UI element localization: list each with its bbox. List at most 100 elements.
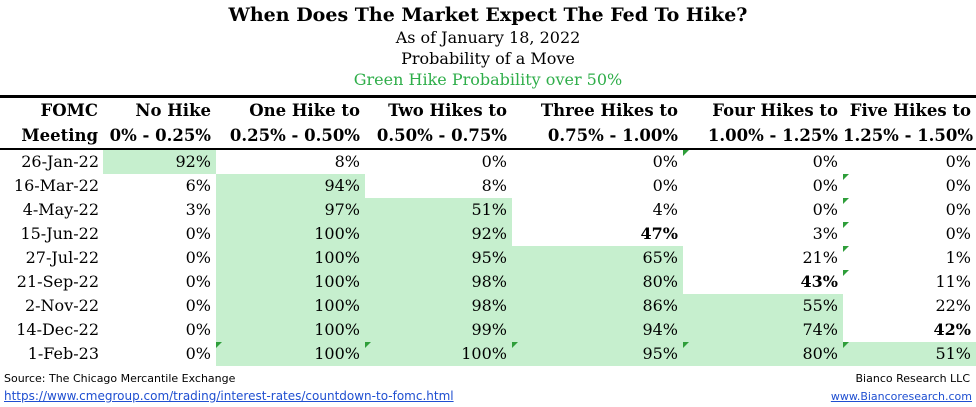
meeting-date: 16-Mar-22	[13, 176, 99, 195]
probability-cell: 22%	[935, 296, 971, 315]
column-range-6: 1.25% - 1.50%	[843, 123, 976, 150]
probability-cell: 100%	[216, 270, 365, 294]
probability-cell: 8%	[481, 176, 507, 195]
column-range-1: 0% - 0.25%	[103, 123, 216, 150]
probability-cell: 4%	[652, 200, 678, 219]
probability-cell: 94%	[216, 174, 365, 198]
probability-cell: 100%	[365, 342, 512, 366]
source-link[interactable]: https://www.cmegroup.com/trading/interes…	[4, 389, 454, 403]
probability-cell: 0%	[481, 152, 507, 171]
probability-cell: 0%	[945, 152, 971, 171]
probability-cell: 98%	[365, 294, 512, 318]
probability-cell: 43%	[800, 272, 838, 291]
meeting-date: 4-May-22	[22, 200, 99, 219]
table-top-rule	[0, 95, 976, 98]
probability-cell: 0%	[812, 200, 838, 219]
probability-cell: 100%	[216, 222, 365, 246]
probability-cell: 99%	[365, 318, 512, 342]
probability-cell: 0%	[683, 149, 843, 174]
column-range-3: 0.50% - 0.75%	[365, 123, 512, 150]
meeting-date: 1-Feb-23	[27, 344, 99, 363]
column-header-5: Four Hikes to	[712, 101, 838, 120]
chart-subtitle: Probability of a Move	[401, 49, 575, 68]
title-block: When Does The Market Expect The Fed To H…	[0, 0, 976, 90]
probability-cell: 11%	[843, 270, 976, 294]
column-range-5: 1.00% - 1.25%	[683, 123, 843, 150]
probability-cell: 0%	[812, 176, 838, 195]
column-header-1: No Hike	[135, 101, 211, 120]
meeting-date: 15-Jun-22	[20, 224, 99, 243]
table-row: 2-Nov-22 0% 100% 98% 86% 55% 22%	[0, 294, 976, 318]
column-header-0: FOMC	[40, 101, 98, 120]
table-row: 27-Jul-22 0% 100% 95% 65% 21% 1%	[0, 246, 976, 270]
probability-cell: 0%	[843, 198, 976, 222]
probability-cell: 3%	[185, 200, 211, 219]
probability-cell: 65%	[512, 246, 683, 270]
probability-cell: 97%	[216, 198, 365, 222]
probability-cell: 47%	[640, 224, 678, 243]
meeting-date: 21-Sep-22	[16, 272, 99, 291]
probability-cell: 80%	[512, 270, 683, 294]
table-row: 26-Jan-22 92% 8% 0% 0% 0% 0%	[0, 149, 976, 174]
column-range-0: Meeting	[0, 123, 103, 150]
highlight-note: Green Hike Probability over 50%	[353, 70, 623, 89]
probability-cell: 92%	[365, 222, 512, 246]
website-link[interactable]: www.Biancoresearch.com	[830, 390, 972, 403]
probability-cell: 0%	[185, 224, 211, 243]
probability-cell: 0%	[185, 272, 211, 291]
probability-cell: 80%	[683, 342, 843, 366]
header-row-top: FOMC No Hike One Hike to Two Hikes to Three …	[0, 98, 976, 123]
probability-cell: 0%	[185, 320, 211, 339]
probability-cell: 95%	[512, 342, 683, 366]
table-body: 26-Jan-22 92% 8% 0% 0% 0% 0% 16-Mar-22 6% 94% 8% 0%…	[0, 149, 976, 366]
probability-cell: 0%	[652, 176, 678, 195]
probability-cell: 0%	[185, 248, 211, 267]
probability-cell: 100%	[216, 246, 365, 270]
probability-cell: 0%	[843, 222, 976, 246]
probability-cell: 55%	[683, 294, 843, 318]
table-row: 15-Jun-22 0% 100% 92% 47% 3% 0%	[0, 222, 976, 246]
probability-cell: 3%	[812, 224, 838, 243]
probability-cell: 1%	[843, 246, 976, 270]
probability-cell: 8%	[334, 152, 360, 171]
probability-cell: 0%	[843, 174, 976, 198]
probability-cell: 0%	[652, 152, 678, 171]
column-range-4: 0.75% - 1.00%	[512, 123, 683, 150]
probability-cell: 0%	[185, 296, 211, 315]
probability-cell: 0%	[185, 344, 211, 363]
table-row: 16-Mar-22 6% 94% 8% 0% 0% 0%	[0, 174, 976, 198]
table-row: 21-Sep-22 0% 100% 98% 80% 43% 11%	[0, 270, 976, 294]
column-range-2: 0.25% - 0.50%	[216, 123, 365, 150]
probability-cell: 51%	[843, 342, 976, 366]
column-header-4: Three Hikes to	[540, 101, 678, 120]
meeting-date: 26-Jan-22	[21, 152, 99, 171]
meeting-date: 2-Nov-22	[24, 296, 99, 315]
column-header-6: Five Hikes to	[849, 101, 971, 120]
source-text: Source: The Chicago Mercantile Exchange	[4, 372, 236, 385]
chart-subtitle-date: As of January 18, 2022	[395, 28, 581, 47]
meeting-date: 14-Dec-22	[16, 320, 99, 339]
firm-name: Bianco Research LLC	[855, 372, 970, 385]
probability-cell: 92%	[103, 149, 216, 174]
table-row: 14-Dec-22 0% 100% 99% 94% 74% 42%	[0, 318, 976, 342]
probability-cell: 21%	[802, 248, 838, 267]
table-row: 1-Feb-23 0% 100% 100% 95% 80% 51%	[0, 342, 976, 366]
probability-cell: 95%	[365, 246, 512, 270]
probability-cell: 74%	[683, 318, 843, 342]
column-header-2: One Hike to	[249, 101, 360, 120]
probability-cell: 42%	[933, 320, 971, 339]
probability-table: FOMC No Hike One Hike to Two Hikes to Three …	[0, 98, 976, 366]
probability-cell: 86%	[512, 294, 683, 318]
probability-cell: 100%	[216, 294, 365, 318]
probability-cell: 100%	[216, 342, 365, 366]
probability-cell: 100%	[216, 318, 365, 342]
header-row-bottom: Meeting 0% - 0.25% 0.25% - 0.50% 0.50% - 0.…	[0, 123, 976, 150]
probability-cell: 6%	[185, 176, 211, 195]
probability-cell: 51%	[365, 198, 512, 222]
probability-cell: 98%	[365, 270, 512, 294]
column-header-3: Two Hikes to	[388, 101, 507, 120]
chart-title: When Does The Market Expect The Fed To H…	[228, 4, 748, 26]
meeting-date: 27-Jul-22	[25, 248, 99, 267]
table-row: 4-May-22 3% 97% 51% 4% 0% 0%	[0, 198, 976, 222]
probability-cell: 94%	[512, 318, 683, 342]
